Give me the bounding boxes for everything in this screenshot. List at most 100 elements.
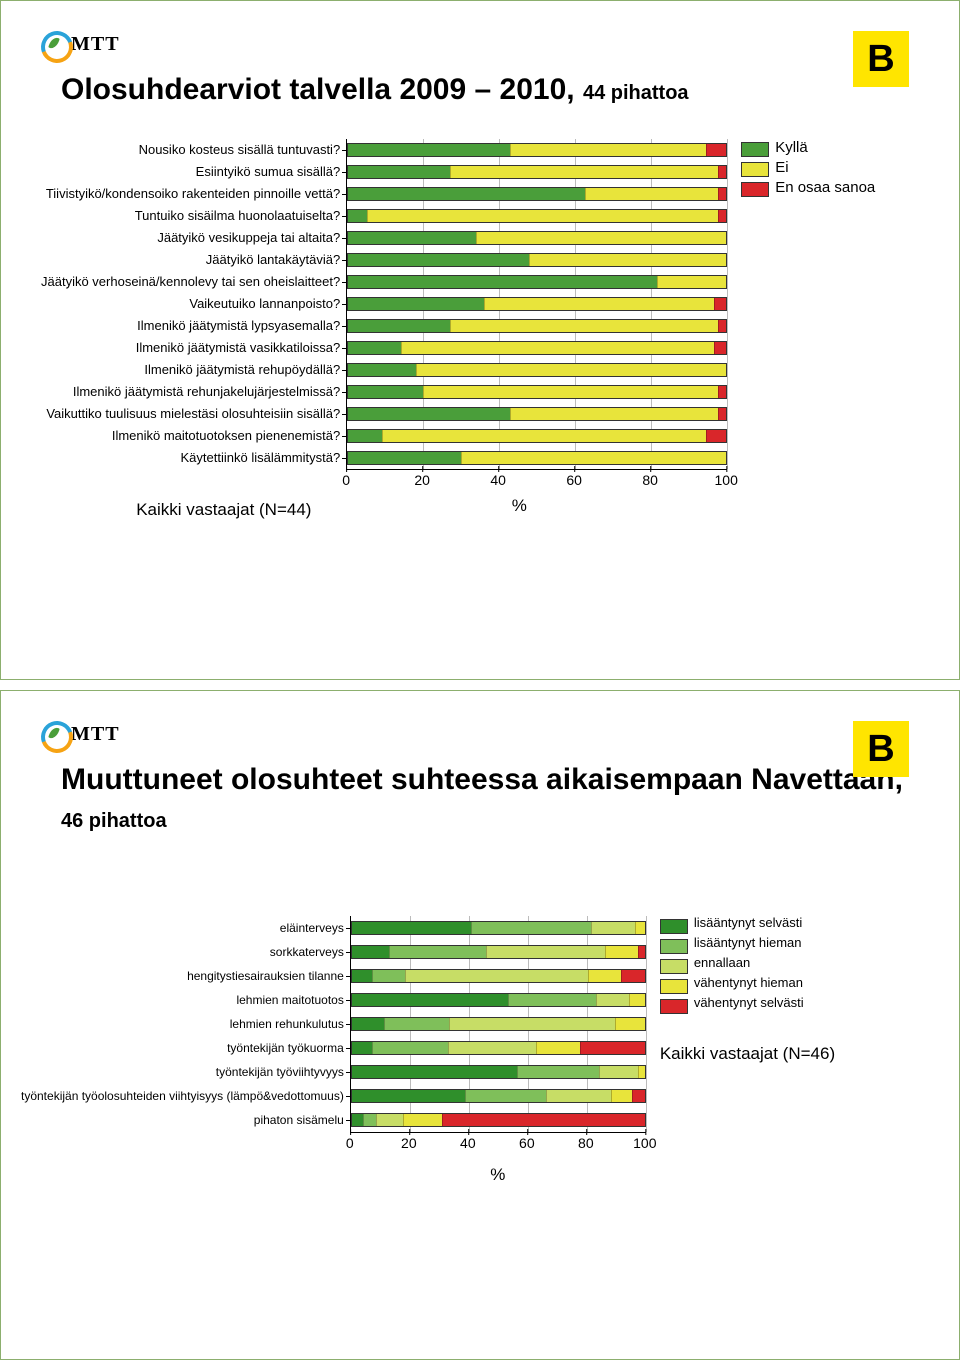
category-label: työntekijän työkuorma (227, 1036, 344, 1060)
legend-label: lisääntynyt selvästi (694, 916, 802, 931)
bar-row (347, 293, 727, 315)
stacked-bar (347, 341, 727, 355)
bar-segment (486, 946, 606, 958)
bar-row (347, 315, 727, 337)
chart2-plotarea (350, 916, 646, 1133)
mtt-logo-icon (41, 31, 67, 57)
bar-segment (363, 1114, 376, 1126)
category-label: Ilmenikö jäätymistä vasikkatiloissa? (136, 337, 340, 359)
bar-segment (448, 1042, 536, 1054)
bar-segment (596, 994, 629, 1006)
bar-row (351, 1012, 646, 1036)
chart2-xticks: 020406080100 (350, 1133, 645, 1155)
xtick-label: 40 (460, 1135, 476, 1151)
stacked-bar (351, 969, 646, 983)
stacked-bar (351, 1041, 646, 1055)
bar-segment (348, 364, 416, 376)
legend-item: vähentynyt hieman (660, 976, 835, 994)
bar-row (347, 271, 727, 293)
bar-segment (718, 210, 727, 222)
chart2: eläinterveyssorkkaterveyshengitystiesair… (21, 916, 919, 1185)
bar-row (351, 916, 646, 940)
bar-segment (405, 970, 588, 982)
stacked-bar (347, 253, 727, 267)
stacked-bar (347, 385, 727, 399)
bar-segment (629, 994, 645, 1006)
stacked-bar (347, 143, 727, 157)
bar-segment (367, 210, 718, 222)
stacked-bar (347, 451, 727, 465)
category-label: työntekijän työolosuhteiden viihtyisyys … (21, 1084, 344, 1108)
bar-segment (615, 1018, 645, 1030)
bar-segment (352, 1018, 384, 1030)
bar-row (347, 249, 727, 271)
bar-segment (372, 970, 405, 982)
stacked-bar (347, 231, 727, 245)
bar-segment (348, 342, 401, 354)
chart2-ylabels: eläinterveyssorkkaterveyshengitystiesair… (21, 916, 350, 1185)
chart-caption: Kaikki vastaajat (N=46) (660, 1044, 835, 1064)
bar-row (347, 337, 727, 359)
category-label: Ilmenikö maitotuotoksen pienenemistä? (112, 425, 340, 447)
bar-segment (536, 1042, 580, 1054)
bar-segment (352, 970, 372, 982)
badge-b: B (853, 721, 909, 777)
bar-segment (348, 210, 367, 222)
bar-segment (352, 946, 390, 958)
category-label: Tuntuiko sisäilma huonolaatuiselta? (135, 205, 340, 227)
legend-label: ennallaan (694, 956, 750, 971)
legend-label: Ei (775, 159, 788, 176)
category-label: Esiintyikö sumua sisällä? (196, 161, 341, 183)
xtick-label: 100 (715, 472, 738, 488)
slide-2: MTT B Muuttuneet olosuhteet suhteessa ai… (0, 690, 960, 1360)
bar-segment (621, 970, 645, 982)
bar-segment (348, 430, 382, 442)
mtt-logo-text: MTT (71, 723, 120, 746)
xtick-label: 20 (401, 1135, 417, 1151)
bar-segment (423, 386, 717, 398)
bar-segment (401, 342, 714, 354)
bar-row (351, 940, 646, 964)
legend-swatch (660, 939, 688, 954)
bar-segment (529, 254, 726, 266)
bar-segment (718, 188, 727, 200)
bar-segment (517, 1066, 599, 1078)
bar-row (347, 139, 727, 161)
bar-segment (632, 1090, 645, 1102)
category-label: Vaikuttiko tuulisuus mielestäsi olosuhte… (46, 403, 340, 425)
bar-row (347, 447, 727, 469)
legend-item: En osaa sanoa (741, 179, 875, 197)
bar-segment (376, 1114, 403, 1126)
bar-segment (449, 1018, 615, 1030)
category-label: eläinterveys (280, 916, 344, 940)
legend-label: En osaa sanoa (775, 179, 875, 196)
bar-row (351, 988, 646, 1012)
stacked-bar (351, 993, 646, 1007)
stacked-bar (347, 165, 727, 179)
slide-1: MTT B Olosuhdearviot talvella 2009 – 201… (0, 0, 960, 680)
xtick-label: 20 (414, 472, 430, 488)
bar-segment (471, 922, 591, 934)
bar-segment (372, 1042, 448, 1054)
xtick-label: 60 (519, 1135, 535, 1151)
bar-segment (714, 342, 726, 354)
bar-segment (348, 166, 450, 178)
chart2-xaxis-label: % (350, 1165, 646, 1185)
mtt-logo-text: MTT (71, 33, 120, 56)
legend-swatch (741, 142, 769, 157)
bar-segment (348, 386, 423, 398)
bar-segment (352, 994, 509, 1006)
bar-row (347, 161, 727, 183)
bar-row (347, 359, 727, 381)
stacked-bar (351, 1089, 646, 1103)
legend-swatch (660, 959, 688, 974)
bar-segment (638, 1066, 645, 1078)
category-label: Ilmenikö jäätymistä lypsyasemalla? (137, 315, 340, 337)
bar-segment (476, 232, 726, 244)
bar-segment (348, 144, 510, 156)
category-label: Käytettiinkö lisälämmitystä? (181, 447, 341, 469)
legend-item: vähentynyt selvästi (660, 996, 835, 1014)
bar-row (347, 205, 727, 227)
bar-row (351, 1060, 646, 1084)
stacked-bar (347, 407, 727, 421)
